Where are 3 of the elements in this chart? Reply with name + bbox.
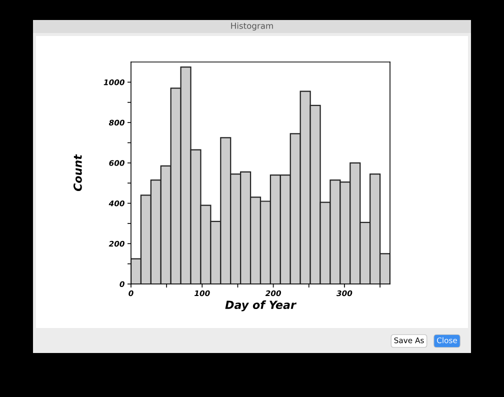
chart-title: Histogram xyxy=(231,22,273,31)
y-axis-title: Count xyxy=(73,154,82,192)
x-axis-title: Day of Year xyxy=(225,300,297,312)
